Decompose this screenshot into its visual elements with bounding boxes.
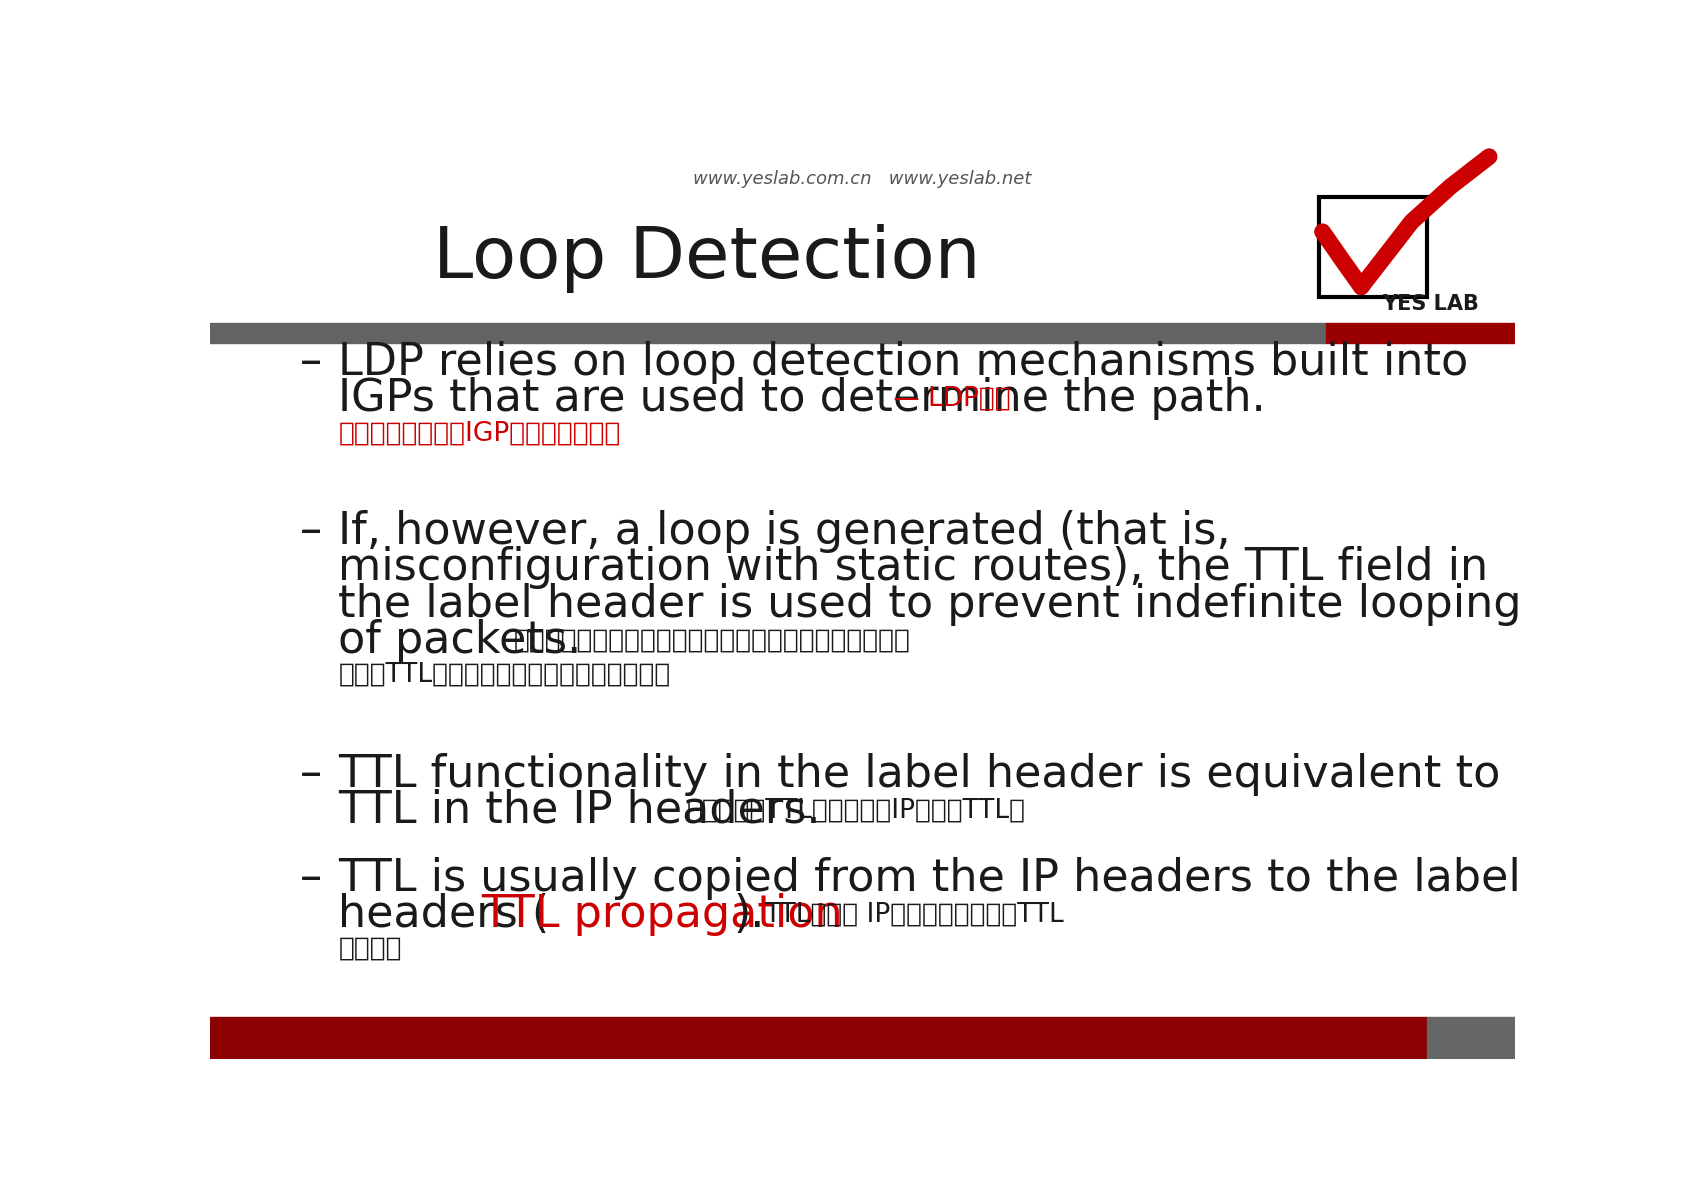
Text: headers (: headers ( (338, 892, 550, 935)
Text: www.yeslab.com.cn   www.yeslab.net: www.yeslab.com.cn www.yeslab.net (693, 170, 1031, 188)
Text: misconfiguration with static routes), the TTL field in: misconfiguration with static routes), th… (338, 546, 1487, 589)
Text: 标签头中的TTL功能相当于IP头中的TTL。: 标签头中的TTL功能相当于IP头中的TTL。 (686, 797, 1026, 823)
Text: Loop Detection: Loop Detection (432, 224, 979, 293)
Text: ).: ). (733, 892, 764, 935)
Text: LDP relies on loop detection mechanisms built into: LDP relies on loop detection mechanisms … (338, 340, 1468, 383)
Text: YES LAB: YES LAB (1381, 294, 1478, 314)
Text: 传播）。: 传播）。 (338, 937, 402, 962)
Bar (1426, 1016, 1514, 1059)
Bar (1325, 322, 1514, 343)
Text: TTL in the IP headers.: TTL in the IP headers. (338, 789, 821, 832)
Text: TTL propagation: TTL propagation (481, 892, 843, 935)
Text: –: – (299, 753, 321, 796)
Text: TTL通常从 IP头复制到标签头（TTL: TTL通常从 IP头复制到标签头（TTL (764, 901, 1063, 927)
Text: –: – (299, 857, 321, 900)
Text: –: – (299, 511, 321, 553)
Text: 但是，如果产生了循环（即静态路由配置错误），则标签: 但是，如果产生了循环（即静态路由配置错误），则标签 (513, 627, 910, 653)
Text: 头中的TTL字段用于防止数据包的无限循环。: 头中的TTL字段用于防止数据包的无限循环。 (338, 662, 669, 688)
Bar (1317, 196, 1426, 296)
Text: — LDP的环: — LDP的环 (885, 386, 1011, 412)
Text: IGPs that are used to determine the path.: IGPs that are used to determine the path… (338, 377, 1265, 420)
Text: If, however, a loop is generated (that is,: If, however, a loop is generated (that i… (338, 511, 1230, 553)
Text: TTL is usually copied from the IP headers to the label: TTL is usually copied from the IP header… (338, 857, 1521, 900)
Text: the label header is used to prevent indefinite looping: the label header is used to prevent inde… (338, 583, 1521, 626)
Text: 路检测机制依赖于IGP的环路检测机制: 路检测机制依赖于IGP的环路检测机制 (338, 420, 621, 446)
Bar (210, 322, 1325, 343)
Text: of packets.: of packets. (338, 619, 582, 662)
Bar (210, 1016, 1426, 1059)
Text: TTL functionality in the label header is equivalent to: TTL functionality in the label header is… (338, 753, 1500, 796)
Text: –: – (299, 340, 321, 383)
